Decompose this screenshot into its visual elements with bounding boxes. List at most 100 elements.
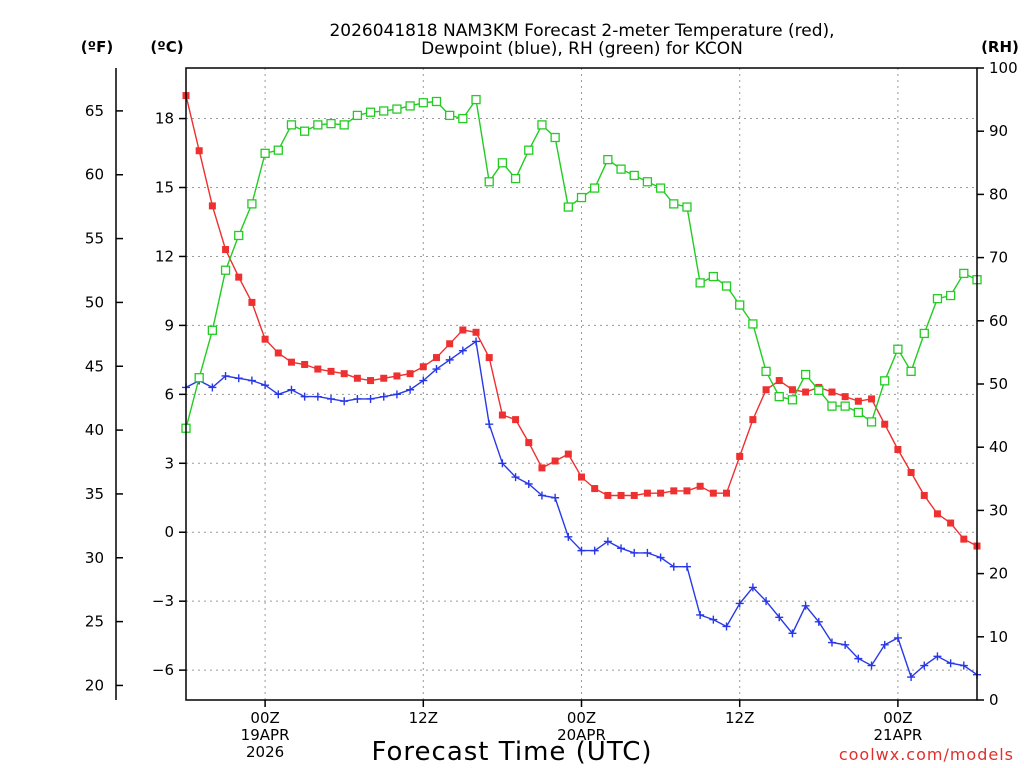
temperature-point: [538, 464, 546, 472]
temperature-point: [578, 473, 585, 481]
temperature-point: [222, 246, 230, 254]
plot-frame: [185, 67, 978, 701]
rh-tick-label: 10: [989, 628, 1008, 646]
rh-tick-label: 100: [989, 59, 1018, 77]
fahrenheit-unit-label: (ºF): [81, 38, 113, 56]
dewpoint-point: [788, 629, 797, 638]
x-tick-label: 20APR: [557, 726, 606, 744]
rh-point: [220, 265, 231, 275]
rh-point: [708, 271, 718, 282]
rh-point: [524, 145, 534, 155]
celsius-tick-label: 18: [155, 110, 174, 128]
temperature-point: [498, 411, 506, 419]
temperature-point: [564, 450, 572, 458]
temperature-point: [195, 147, 203, 155]
dewpoint-point: [458, 346, 467, 355]
rh-point: [247, 199, 257, 209]
dewpoint-point: [366, 394, 375, 403]
rh-point: [273, 145, 283, 155]
celsius-tick-label: 0: [164, 523, 174, 541]
dewpoint-point: [287, 385, 296, 394]
temperature-point: [512, 416, 520, 424]
rh-point: [932, 294, 943, 304]
dewpoint-point: [564, 532, 573, 541]
rh-point: [484, 177, 494, 187]
fahrenheit-tick-label: 25: [85, 613, 104, 631]
rh-point: [445, 110, 455, 121]
dewpoint-point: [208, 383, 217, 392]
rh-tick-label: 20: [989, 565, 1008, 583]
rh-point: [392, 104, 402, 114]
temperature-point: [446, 340, 454, 348]
rh-point: [919, 328, 929, 339]
temperature-point: [657, 489, 665, 497]
temperature-point: [406, 370, 414, 378]
temperature-point: [419, 363, 427, 371]
gridlines: [186, 68, 977, 700]
x-axis-title: Forecast Time (UTC): [371, 737, 652, 767]
rh-tick-label: 40: [989, 438, 1008, 456]
temperature-point: [762, 386, 770, 394]
dewpoint-point: [445, 355, 454, 364]
rh-point: [260, 148, 270, 158]
rh-point: [471, 94, 481, 105]
temperature-point: [235, 273, 243, 281]
rh-point: [735, 300, 745, 310]
dewpoint-point: [762, 597, 771, 606]
dewpoint-point: [643, 548, 652, 557]
dewpoint-point: [221, 371, 230, 380]
rh-point: [234, 230, 244, 241]
rh-point: [286, 120, 297, 130]
temperature-point: [696, 482, 704, 490]
dewpoint-point: [603, 537, 612, 546]
dewpoint-point: [630, 548, 639, 557]
celsius-tick-label: −6: [152, 661, 174, 679]
temperature-point: [248, 298, 256, 306]
dewpoint-point: [327, 394, 336, 403]
rh-series: [181, 94, 982, 433]
celsius-unit-label: (ºC): [150, 38, 183, 56]
dewpoint-point: [814, 617, 823, 626]
rh-point: [431, 96, 442, 107]
temperature-point: [775, 377, 783, 385]
x-tick-label: 00Z: [250, 709, 279, 727]
celsius-tick-label: 3: [164, 454, 174, 472]
rh-point: [682, 202, 692, 212]
fahrenheit-tick-label: 65: [85, 102, 104, 120]
temperature-point: [274, 349, 282, 357]
fahrenheit-tick-label: 50: [85, 293, 104, 311]
dewpoint-point: [511, 473, 520, 482]
temperature-point: [907, 468, 915, 476]
series-group: [181, 92, 982, 682]
temperature-point: [960, 535, 968, 543]
rh-tick-label: 80: [989, 185, 1008, 203]
rh-point: [866, 417, 877, 427]
temperature-point: [643, 489, 651, 497]
dewpoint-point: [537, 491, 546, 500]
fahrenheit-tick-label: 45: [85, 357, 104, 375]
x-tick-label: 19APR: [241, 726, 290, 744]
fahrenheit-tick-label: 30: [85, 549, 104, 567]
dewpoint-point: [406, 385, 415, 394]
dewpoint-point: [775, 613, 784, 622]
fahrenheit-tick-label: 35: [85, 485, 104, 503]
fahrenheit-tick-label: 40: [85, 421, 104, 439]
rh-point: [418, 98, 428, 108]
temperature-point: [894, 445, 902, 453]
fahrenheit-tick-label: 20: [85, 676, 104, 694]
rh-point: [299, 126, 310, 136]
temperature-point: [459, 326, 467, 334]
dewpoint-point: [472, 337, 481, 346]
dewpoint-point: [485, 420, 494, 429]
temperature-point: [841, 393, 849, 401]
temperature-point: [802, 388, 810, 396]
rh-unit-label: (RH): [981, 38, 1019, 56]
dewpoint-point: [379, 392, 388, 401]
temperature-point: [670, 487, 678, 495]
dewpoint-point: [261, 381, 270, 390]
dewpoint-point: [801, 601, 810, 610]
temperature-point: [736, 452, 744, 460]
x-tick-label: 21APR: [873, 726, 922, 744]
dewpoint-point: [274, 390, 283, 399]
temperature-point: [881, 420, 889, 428]
